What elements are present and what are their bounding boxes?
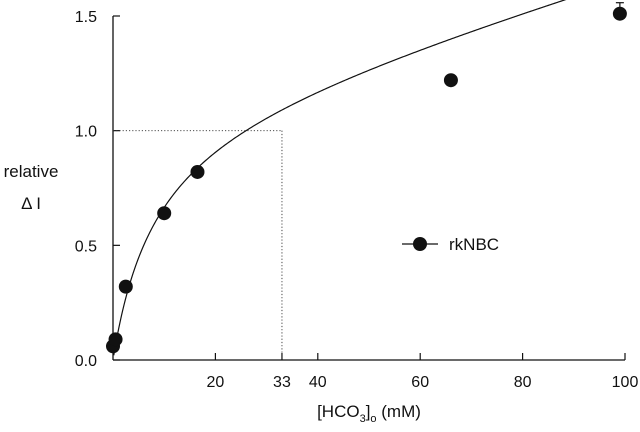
y-axis-label-line-2: Δ I xyxy=(21,194,41,213)
highlight-tick-label: 33 xyxy=(273,374,291,391)
data-point-6 xyxy=(612,6,627,21)
x-ticks: 20 40 60 80 100 xyxy=(207,353,639,391)
y-axis-label: relative Δ I xyxy=(4,162,59,213)
legend-marker xyxy=(413,237,427,251)
data-point-2 xyxy=(118,279,133,294)
axes xyxy=(112,16,625,361)
y-tick-label-2: 1.0 xyxy=(75,124,97,141)
data-point-3 xyxy=(157,206,172,221)
data-point-1 xyxy=(108,332,123,347)
data-point-4 xyxy=(190,164,205,179)
data-point-5 xyxy=(443,73,458,88)
legend: rkNBC xyxy=(402,235,499,254)
legend-label: rkNBC xyxy=(449,235,499,254)
x-tick-label-1: 40 xyxy=(309,374,327,391)
x-axis-label: [HCO3]o (mM) xyxy=(317,402,421,425)
x-tick-label-0: 20 xyxy=(207,374,225,391)
y-tick-label-3: 1.5 xyxy=(75,9,97,26)
y-tick-label-1: 0.5 xyxy=(75,238,97,255)
x-tick-label-3: 80 xyxy=(514,374,532,391)
x-tick-label-2: 60 xyxy=(411,374,429,391)
y-axis-label-line-1: relative xyxy=(4,162,59,181)
x-label-bracket: ] xyxy=(366,402,371,421)
data-points xyxy=(106,2,627,354)
guide-lines: 33 xyxy=(113,130,291,391)
fit-curve xyxy=(113,0,567,356)
y-ticks: 0.0 0.5 1.0 1.5 xyxy=(75,9,120,370)
x-label-sub-2: o xyxy=(370,413,376,425)
y-tick-label-0: 0.0 xyxy=(75,353,97,370)
x-tick-label-4: 100 xyxy=(612,374,639,391)
x-label-prefix: [HCO xyxy=(317,402,360,421)
x-label-sub-1: 3 xyxy=(360,413,366,425)
x-label-suffix: (mM) xyxy=(377,402,421,421)
